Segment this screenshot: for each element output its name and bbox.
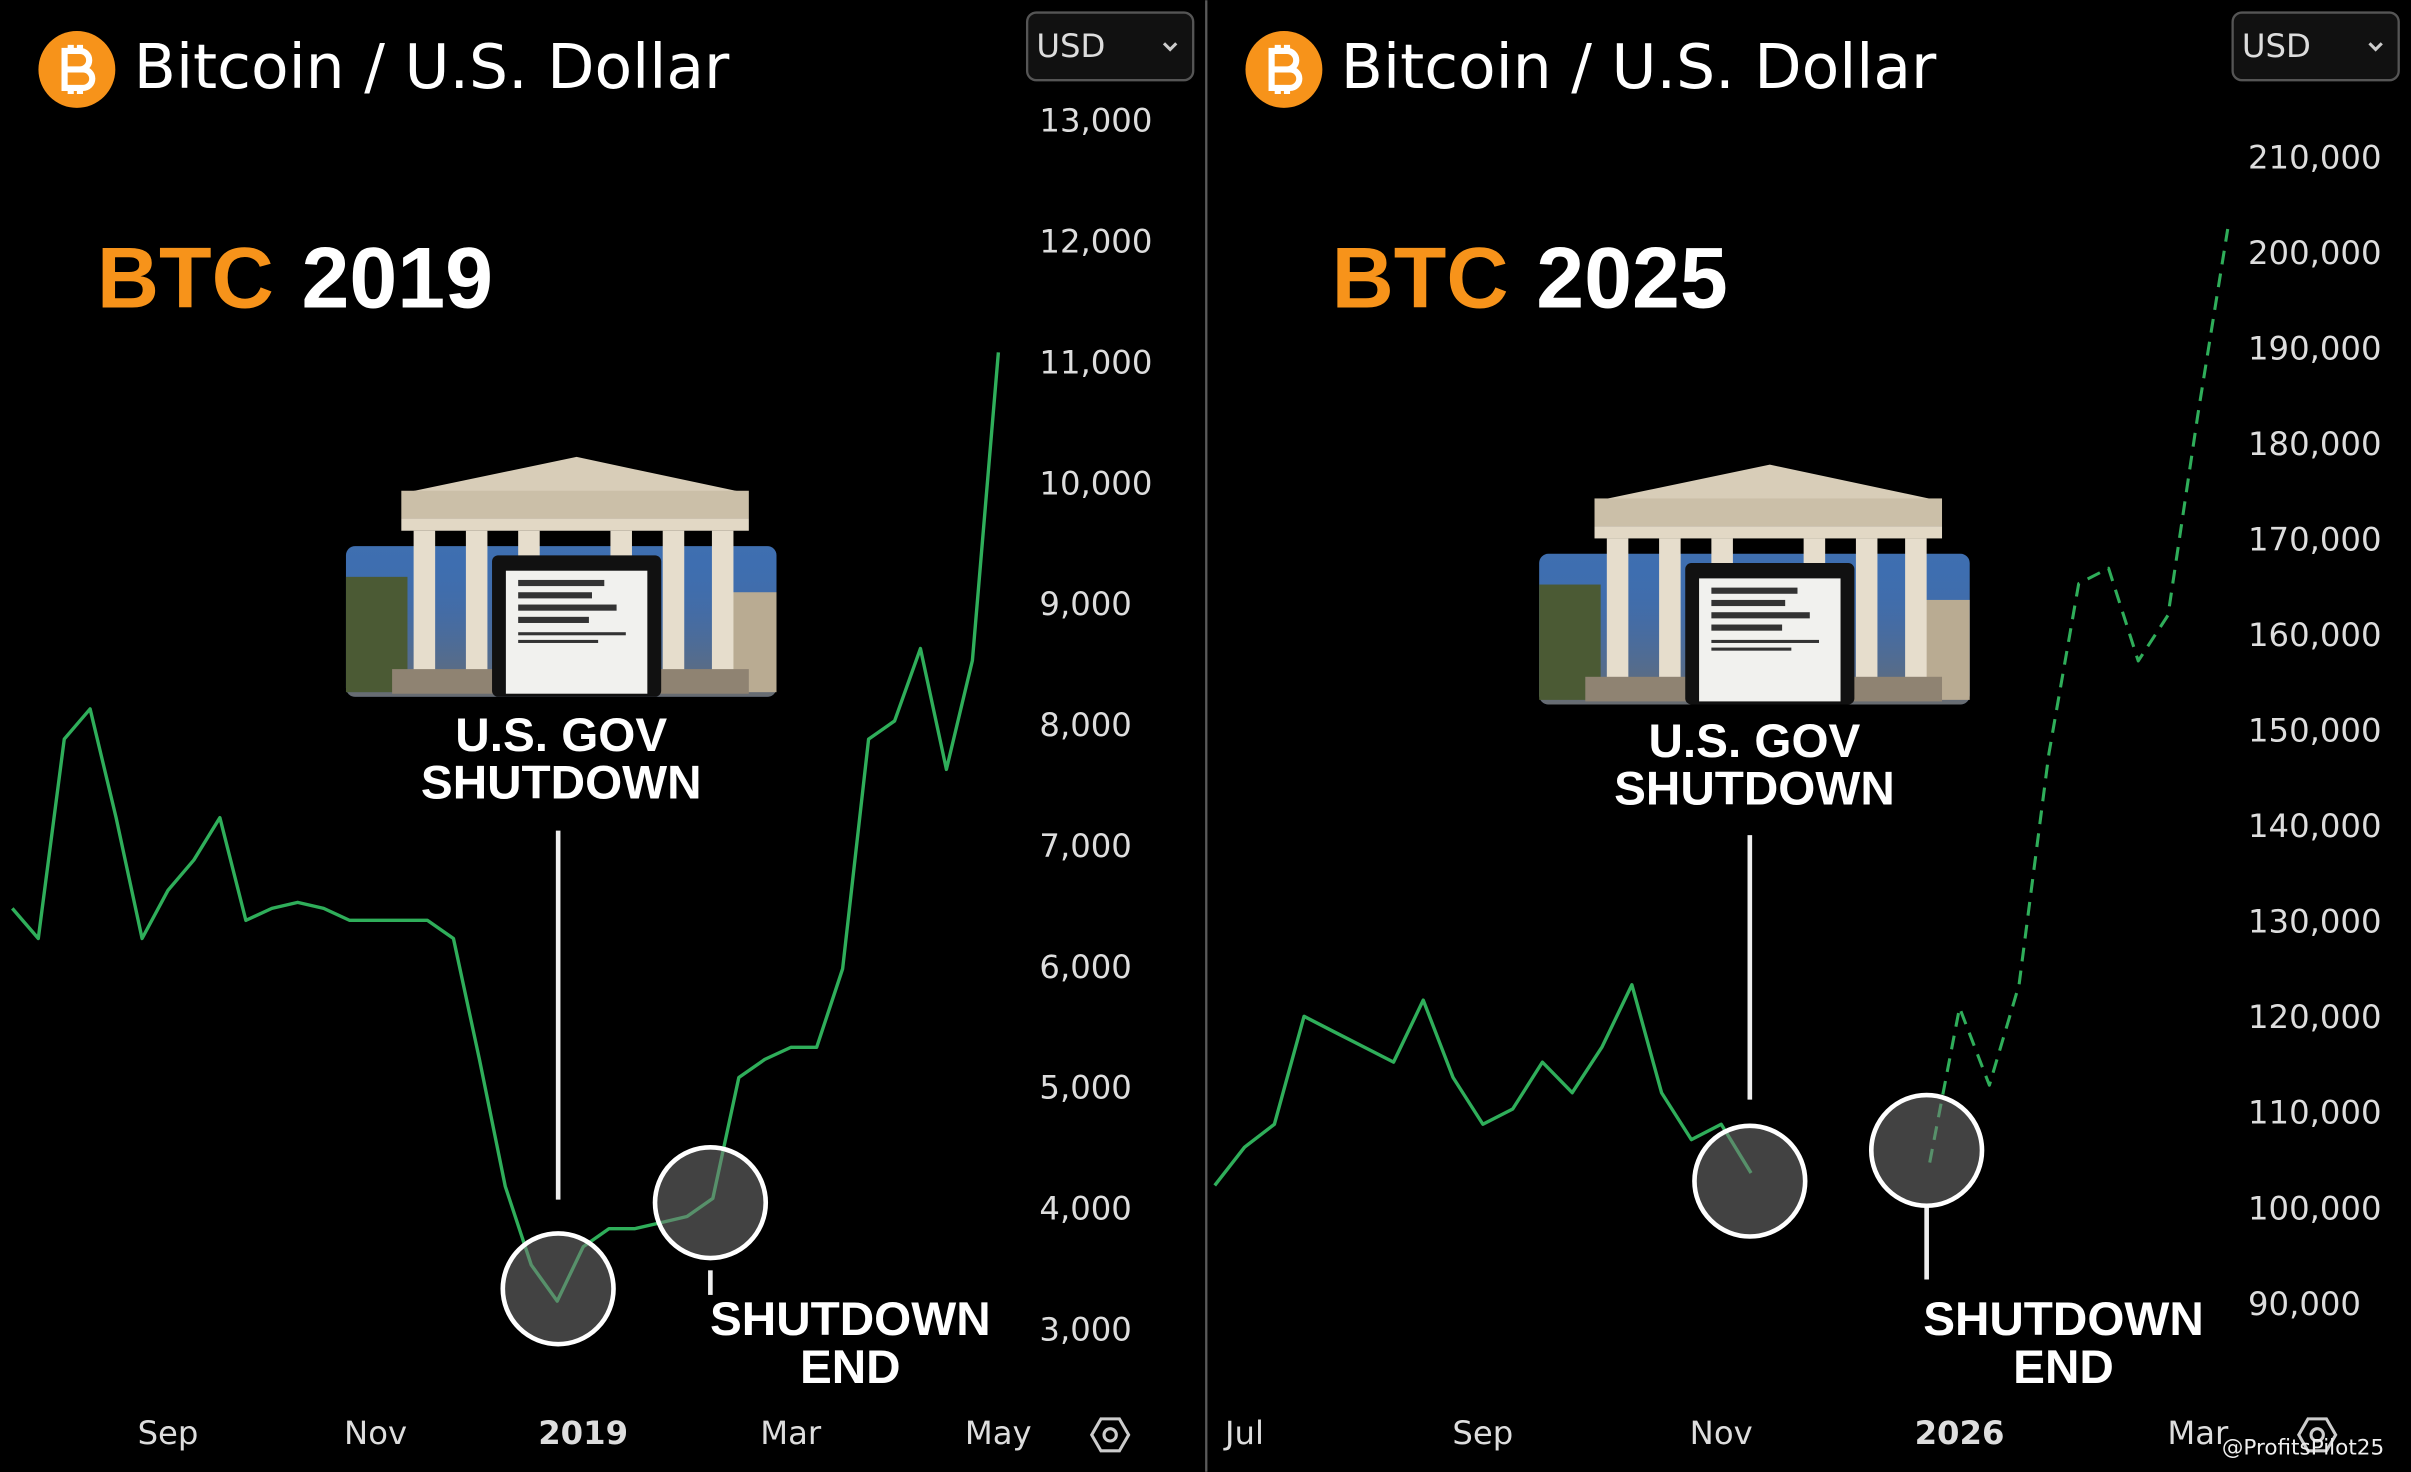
- price-line: [1213, 983, 1753, 1187]
- x-tick-label: May: [965, 1414, 1032, 1452]
- x-tick-label: Sep: [138, 1414, 199, 1452]
- currency-dropdown[interactable]: USD: [2231, 11, 2400, 82]
- y-tick-label: 100,000: [2248, 1189, 2382, 1227]
- chart-title: Bitcoin / U.S. Dollar: [1341, 31, 1937, 103]
- headline: BTC 2019: [97, 230, 493, 326]
- dropdown-chevron: [2368, 42, 2383, 52]
- y-tick-label: 12,000: [1039, 223, 1152, 261]
- y-tick-label: 5,000: [1039, 1069, 1131, 1107]
- dropdown-label: USD: [2242, 27, 2311, 65]
- projection-line: [1928, 228, 2230, 1163]
- annotation: U.S. GOV: [455, 709, 667, 762]
- highlight-circle: [1868, 1092, 1985, 1209]
- x-tick-label: Nov: [344, 1414, 407, 1452]
- y-tick-label: 10,000: [1039, 464, 1152, 502]
- y-tick-label: 130,000: [2248, 903, 2382, 941]
- x-tick-label: Nov: [1690, 1414, 1753, 1452]
- currency-dropdown[interactable]: USD: [1025, 11, 1195, 82]
- y-tick-label: 160,000: [2248, 616, 2382, 654]
- headline: BTC 2025: [1332, 230, 1728, 326]
- y-tick-label: 13,000: [1039, 102, 1152, 140]
- shutdown-photo: [345, 456, 777, 697]
- annotation: END: [2013, 1341, 2114, 1394]
- x-tick-label: Mar: [760, 1414, 822, 1452]
- bitcoin-logo-glyph: [61, 44, 96, 95]
- annotation: SHUTDOWN: [1614, 763, 1895, 816]
- y-tick-label: 11,000: [1039, 343, 1152, 381]
- x-tick-label: 2019: [538, 1414, 628, 1452]
- highlight-circle: [652, 1145, 769, 1261]
- annotation: END: [800, 1341, 901, 1394]
- y-tick-label: 9,000: [1039, 585, 1131, 623]
- price-line: [11, 352, 1001, 1303]
- y-tick-label: 140,000: [2248, 807, 2382, 845]
- y-tick-label: 200,000: [2248, 234, 2382, 272]
- annotation: SHUTDOWN: [421, 757, 702, 810]
- y-tick-label: 8,000: [1039, 706, 1131, 744]
- headline-year: 2025: [1536, 230, 1728, 326]
- settings-icon[interactable]: [2296, 1417, 2338, 1453]
- dropdown-box: [1025, 11, 1195, 82]
- y-tick-label: 7,000: [1039, 827, 1131, 865]
- annotation: SHUTDOWN: [1923, 1293, 2204, 1346]
- y-tick-label: 110,000: [2248, 1094, 2382, 1132]
- bitcoin-logo-glyph: [1268, 44, 1303, 95]
- shutdown-photo: [1539, 464, 1970, 705]
- y-tick-label: 170,000: [2248, 521, 2382, 559]
- y-tick-label: 4,000: [1039, 1190, 1131, 1228]
- y-tick-label: 120,000: [2248, 998, 2382, 1036]
- watermark: @ProfitsPilot25: [2222, 1436, 2384, 1461]
- y-tick-label: 3,000: [1039, 1310, 1131, 1348]
- dropdown-label: USD: [1036, 27, 1105, 65]
- x-tick-label: Mar: [2167, 1414, 2229, 1452]
- settings-icon[interactable]: [1089, 1417, 1131, 1453]
- dropdown-box: [2231, 11, 2400, 82]
- dropdown-chevron: [1162, 42, 1178, 52]
- annotation: U.S. GOV: [1649, 715, 1861, 768]
- headline-ticker: BTC: [97, 230, 274, 326]
- highlight-circle: [500, 1231, 616, 1347]
- x-tick-label: 2026: [1915, 1414, 2005, 1452]
- chart-title: Bitcoin / U.S. Dollar: [134, 31, 730, 103]
- y-tick-label: 180,000: [2248, 425, 2382, 463]
- x-tick-label: Sep: [1452, 1414, 1513, 1452]
- highlight-circle: [1692, 1123, 1808, 1239]
- y-tick-label: 190,000: [2248, 329, 2382, 367]
- headline-year: 2019: [302, 230, 494, 326]
- annotation: SHUTDOWN: [710, 1293, 991, 1346]
- y-tick-label: 6,000: [1039, 948, 1131, 986]
- settings-icon-hole: [1102, 1427, 1118, 1443]
- y-tick-label: 150,000: [2248, 712, 2382, 750]
- x-tick-label: Jul: [1223, 1414, 1264, 1452]
- settings-icon-hole: [2309, 1427, 2325, 1443]
- y-tick-label: 210,000: [2248, 138, 2382, 176]
- headline-ticker: BTC: [1332, 230, 1509, 326]
- y-tick-label: 90,000: [2248, 1285, 2361, 1323]
